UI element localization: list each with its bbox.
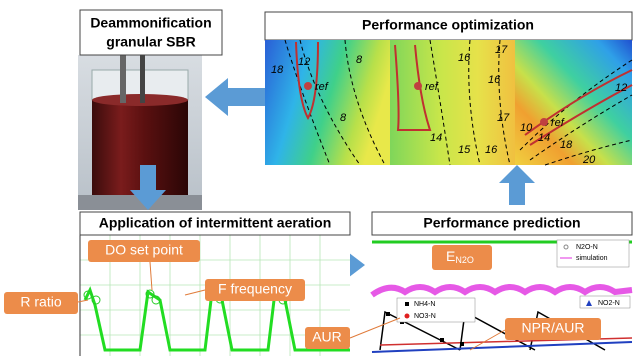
callout-label: R ratio <box>20 294 61 310</box>
e-sub: N2O <box>455 255 474 265</box>
callout-label: AUR <box>312 329 342 345</box>
contour-label: 16 <box>458 52 471 64</box>
diagram: Deammonification granular SBR Performanc… <box>0 0 635 356</box>
callout-label: DO set point <box>105 242 183 258</box>
polygon-shape <box>499 165 535 205</box>
rect-shape <box>397 298 475 322</box>
circle-shape <box>540 118 548 126</box>
contour-panel: ref 12 10 14 18 20 <box>515 40 632 166</box>
contour-label: 15 <box>458 144 471 156</box>
contour-label: 12 <box>298 56 310 68</box>
rect-shape <box>140 55 145 103</box>
node-label: granular SBR <box>106 34 195 50</box>
contour-label: ref <box>315 81 329 93</box>
contour-label: 8 <box>340 112 347 124</box>
legend-label: NH4-N <box>414 301 435 308</box>
polygon-shape <box>205 78 265 116</box>
contour-label: 10 <box>520 122 533 134</box>
contour-label: 17 <box>497 112 510 124</box>
callout-label: F frequency <box>218 281 292 297</box>
rect-shape <box>405 302 409 306</box>
contour-label: 17 <box>495 44 508 56</box>
e-main: E <box>446 248 455 264</box>
contour-panel: ref 18 12 8 8 <box>265 40 390 165</box>
contour-label: 20 <box>582 154 596 166</box>
contour-label: 16 <box>488 74 501 86</box>
contour-label: ref <box>551 117 565 129</box>
rect-shape <box>265 40 390 165</box>
page: {"nodes": [ {"label": ["Deammonification… <box>0 0 635 356</box>
circle-shape <box>414 82 422 90</box>
contour-label: 14 <box>430 132 442 144</box>
contour-label: 18 <box>271 64 284 76</box>
rect-shape <box>440 338 444 342</box>
circle-shape <box>304 82 312 90</box>
node-label: Deammonification <box>90 15 211 31</box>
contour-panel: ref 16 17 14 16 17 15 16 <box>390 40 515 165</box>
contour-label: 16 <box>485 144 498 156</box>
contour-label: ref <box>425 81 439 93</box>
node-label: Application of intermittent aeration <box>99 215 332 231</box>
circle-shape <box>405 314 410 319</box>
contour-label: 14 <box>538 132 550 144</box>
node-label: Performance optimization <box>362 17 534 33</box>
contour-label: 12 <box>615 82 627 94</box>
callout-label: NPR/AUR <box>521 320 584 336</box>
rect-shape <box>460 342 464 346</box>
legend-label: NO3-N <box>414 313 436 320</box>
rect-shape <box>120 55 126 103</box>
contour-label: 18 <box>560 139 573 151</box>
legend-label: N2O-N <box>576 244 598 251</box>
contour-label: 8 <box>356 54 363 66</box>
rect-shape <box>386 312 390 316</box>
legend-label: simulation <box>576 255 608 262</box>
node-label: Performance prediction <box>423 215 580 231</box>
legend-label: NO2-N <box>598 300 620 307</box>
